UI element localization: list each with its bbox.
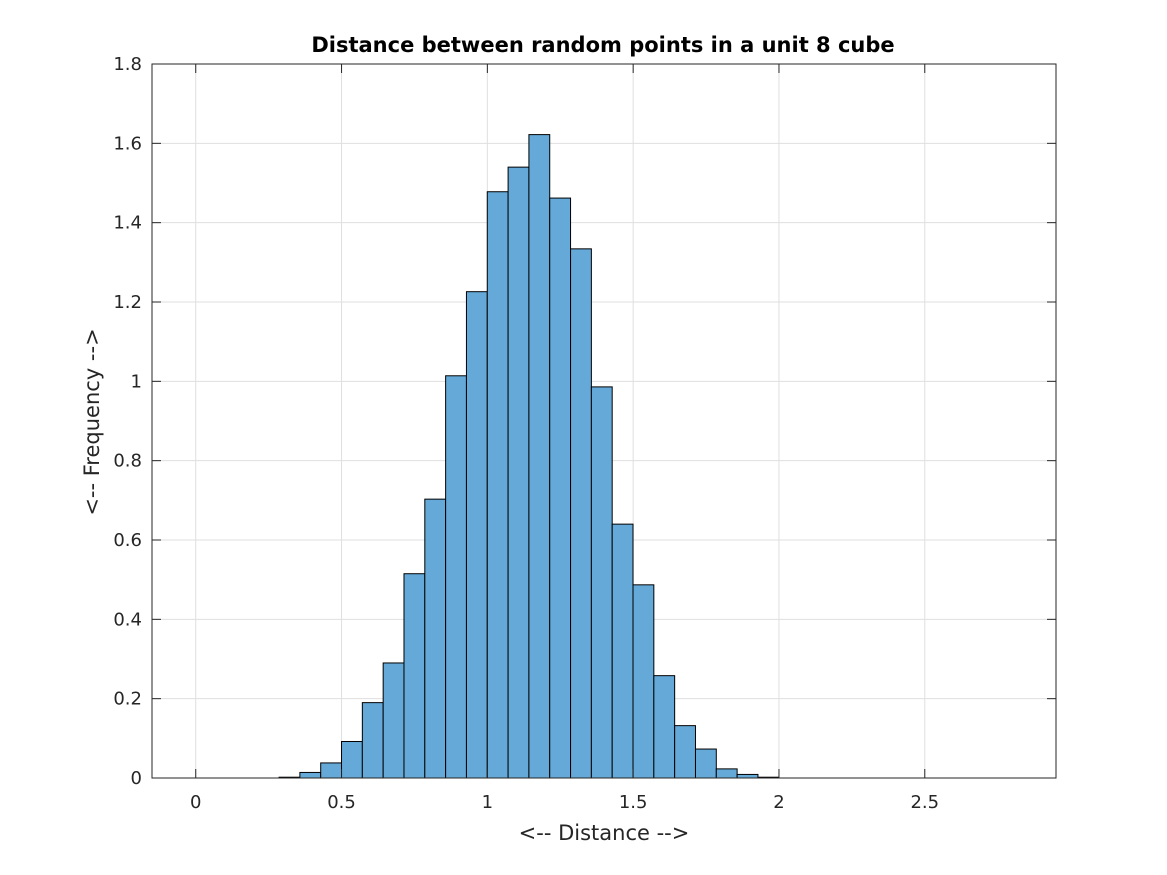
histogram-bar — [549, 197, 572, 779]
axes-frame — [151, 63, 1057, 779]
y-tick-label: 1.8 — [113, 54, 142, 75]
histogram-bar — [590, 386, 613, 779]
histogram-bar — [736, 773, 759, 779]
grid-lines — [152, 63, 1056, 779]
histogram-bar — [653, 675, 676, 779]
x-axis-label: <-- Distance --> — [519, 821, 690, 845]
histogram-bar — [570, 248, 592, 779]
tick-labels: 0 0.5 1 1.5 2 2.5 0 0.2 0.4 0.6 0.8 1 1.2 1.4 1.6 1.8 — [113, 54, 939, 813]
histogram-bar — [299, 771, 322, 779]
y-tick-label: 1.2 — [113, 292, 142, 313]
x-tick-label: 0.5 — [327, 792, 356, 813]
y-tick-label: 1.6 — [113, 133, 142, 154]
x-tick-label: 2.5 — [910, 792, 939, 813]
x-tick-label: 1.5 — [619, 792, 648, 813]
y-tick-label: 1 — [131, 371, 142, 392]
chart-title: Distance between random points in a unit… — [311, 33, 894, 57]
x-tick-label: 2 — [773, 792, 784, 813]
y-tick-label: 0 — [131, 768, 142, 789]
y-tick-label: 0.8 — [113, 451, 142, 472]
histogram-bar — [382, 662, 405, 779]
y-tick-label: 1.4 — [113, 213, 142, 234]
histogram-bar — [715, 768, 738, 779]
histogram-bar — [632, 584, 655, 779]
y-tick-label: 0.6 — [113, 530, 142, 551]
histogram-bar — [674, 725, 696, 779]
histogram-bar — [424, 498, 447, 779]
histogram-bar — [341, 741, 363, 779]
y-tick-label: 0.2 — [113, 689, 142, 710]
histogram-bar — [445, 375, 467, 779]
histogram-bar — [694, 748, 717, 779]
histogram-bar — [507, 166, 530, 779]
histogram-bar — [403, 573, 426, 779]
histogram-bar — [320, 762, 343, 779]
histogram-bars — [278, 134, 780, 779]
y-tick-label: 0.4 — [113, 609, 142, 630]
axes-box — [151, 63, 1057, 779]
histogram-bar — [528, 134, 551, 779]
histogram-bar — [465, 291, 488, 779]
y-axis-label: <-- Frequency --> — [80, 328, 104, 515]
histogram-bar — [611, 523, 634, 779]
histogram-bar — [361, 702, 384, 779]
x-tick-label: 0 — [190, 792, 201, 813]
x-tick-label: 1 — [482, 792, 493, 813]
histogram-bar — [486, 191, 509, 779]
